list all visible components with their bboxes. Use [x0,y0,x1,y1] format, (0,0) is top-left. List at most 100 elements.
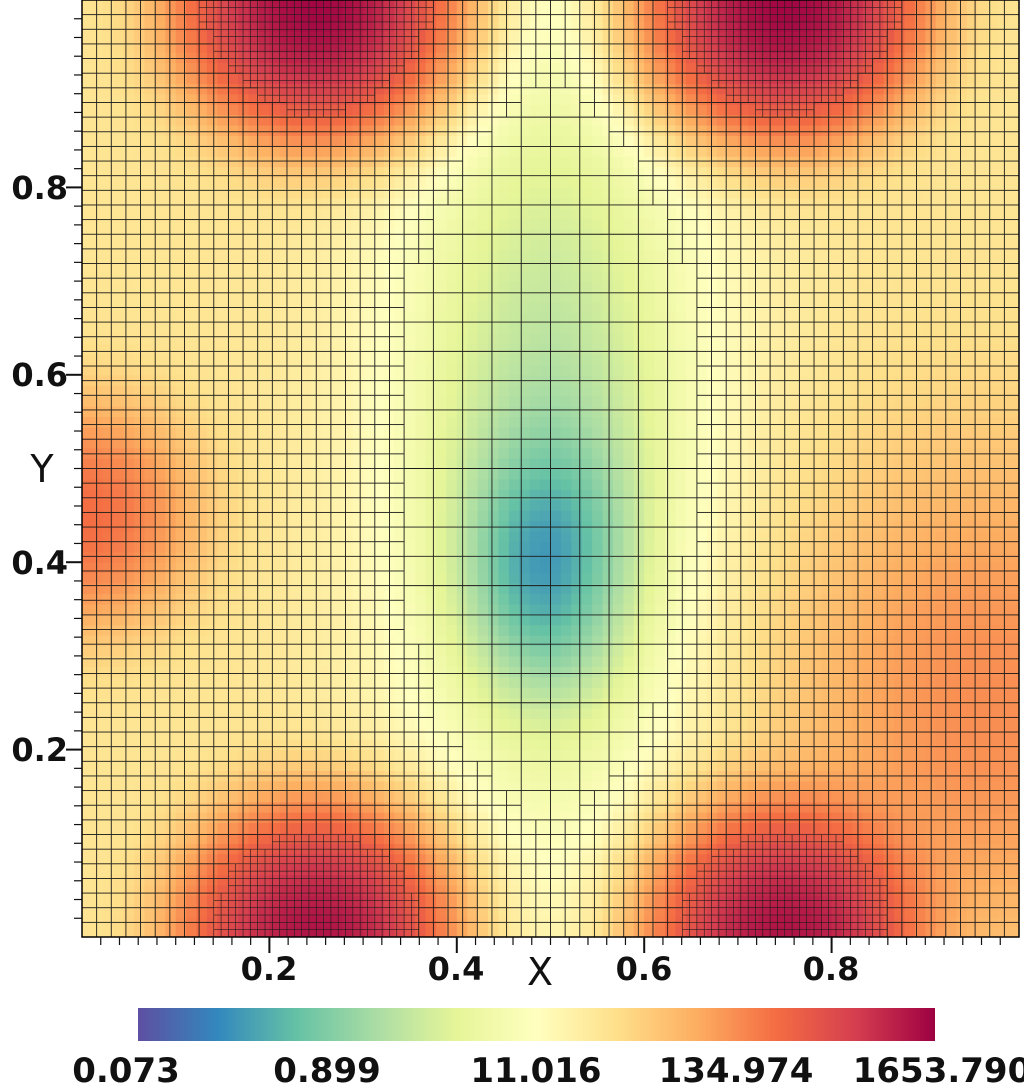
heatmap-cell [175,853,187,865]
heatmap-cell [154,905,166,917]
heatmap-cell [300,145,312,157]
heatmap-cell [488,728,500,740]
heatmap-cell [529,343,541,355]
heatmap-cell [592,468,604,480]
heatmap-cell [467,270,479,282]
heatmap-cell [592,572,604,584]
heatmap-cell [581,20,593,32]
heatmap-cell [238,20,250,32]
heatmap-cell [279,541,291,553]
heatmap-cell [477,291,489,303]
heatmap-cell [592,562,604,574]
heatmap-cell [363,458,375,470]
heatmap-cell [404,926,416,937]
heatmap-cell [467,20,479,32]
heatmap-cell [488,468,500,480]
heatmap-cell [134,593,146,605]
heatmap-cell [602,780,614,792]
heatmap-cell [654,926,666,937]
heatmap-cell [331,364,343,376]
heatmap-cell [654,562,666,574]
heatmap-cell [269,0,281,12]
heatmap-cell [425,760,437,772]
heatmap-cell [144,281,156,293]
heatmap-cell [269,666,281,678]
heatmap-cell [290,416,302,428]
heatmap-cell [581,72,593,84]
heatmap-cell [258,718,270,730]
heatmap-cell [477,676,489,688]
heatmap-cell [82,666,94,678]
heatmap-cell [165,416,177,428]
heatmap-cell [363,749,375,761]
heatmap-cell [238,416,250,428]
heatmap-cell [363,353,375,365]
heatmap-cell [612,31,624,43]
heatmap-cell [352,645,364,657]
heatmap-cell [529,353,541,365]
heatmap-cell [154,916,166,928]
heatmap-cell [404,333,416,345]
heatmap-cell [175,572,187,584]
heatmap-cell [248,780,260,792]
heatmap-cell [612,114,624,126]
heatmap-cell [113,812,125,824]
heatmap-cell [279,93,291,105]
heatmap-cell [592,333,604,345]
heatmap-cell [186,760,198,772]
heatmap-cell [279,10,291,22]
heatmap-cell [352,530,364,542]
heatmap-cell [633,333,645,345]
heatmap-cell [508,718,520,730]
heatmap-cell [623,197,635,209]
heatmap-cell [82,614,94,626]
heatmap-cell [206,281,218,293]
heatmap-cell [498,905,510,917]
heatmap-cell [144,874,156,886]
heatmap-cell [644,187,656,199]
heatmap-cell [238,437,250,449]
heatmap-cell [623,176,635,188]
heatmap-cell [508,93,520,105]
heatmap-cell [612,437,624,449]
heatmap-cell [415,0,427,12]
heatmap-cell [82,72,94,84]
heatmap-cell [560,468,572,480]
heatmap-cell [217,41,229,53]
heatmap-cell [123,41,135,53]
heatmap-cell [290,260,302,272]
heatmap-cell [467,426,479,438]
heatmap-cell [206,447,218,459]
heatmap-cell [248,312,260,324]
heatmap-cell [154,104,166,116]
heatmap-cell [623,884,635,896]
heatmap-cell [633,562,645,574]
heatmap-cell [290,208,302,220]
heatmap-cell [92,614,104,626]
heatmap-cell [612,197,624,209]
heatmap-cell [529,853,541,865]
heatmap-cell [82,562,94,574]
heatmap-cell [529,530,541,542]
heatmap-cell [477,301,489,313]
heatmap-cell [186,728,198,740]
heatmap-cell [550,270,562,282]
heatmap-cell [467,343,479,355]
heatmap-cell [300,166,312,178]
heatmap-cell [394,468,406,480]
heatmap-cell [529,208,541,220]
heatmap-cell [165,385,177,397]
heatmap-cell [144,926,156,937]
heatmap-cell [113,760,125,772]
heatmap-cell [321,520,333,532]
heatmap-cell [238,645,250,657]
heatmap-cell [435,270,447,282]
heatmap-cell [92,520,104,532]
heatmap-cell [644,124,656,136]
heatmap-cell [488,333,500,345]
heatmap-cell [623,801,635,813]
heatmap-cell [633,72,645,84]
heatmap-cell [540,832,552,844]
heatmap-cell [404,905,416,917]
heatmap-cell [654,520,666,532]
